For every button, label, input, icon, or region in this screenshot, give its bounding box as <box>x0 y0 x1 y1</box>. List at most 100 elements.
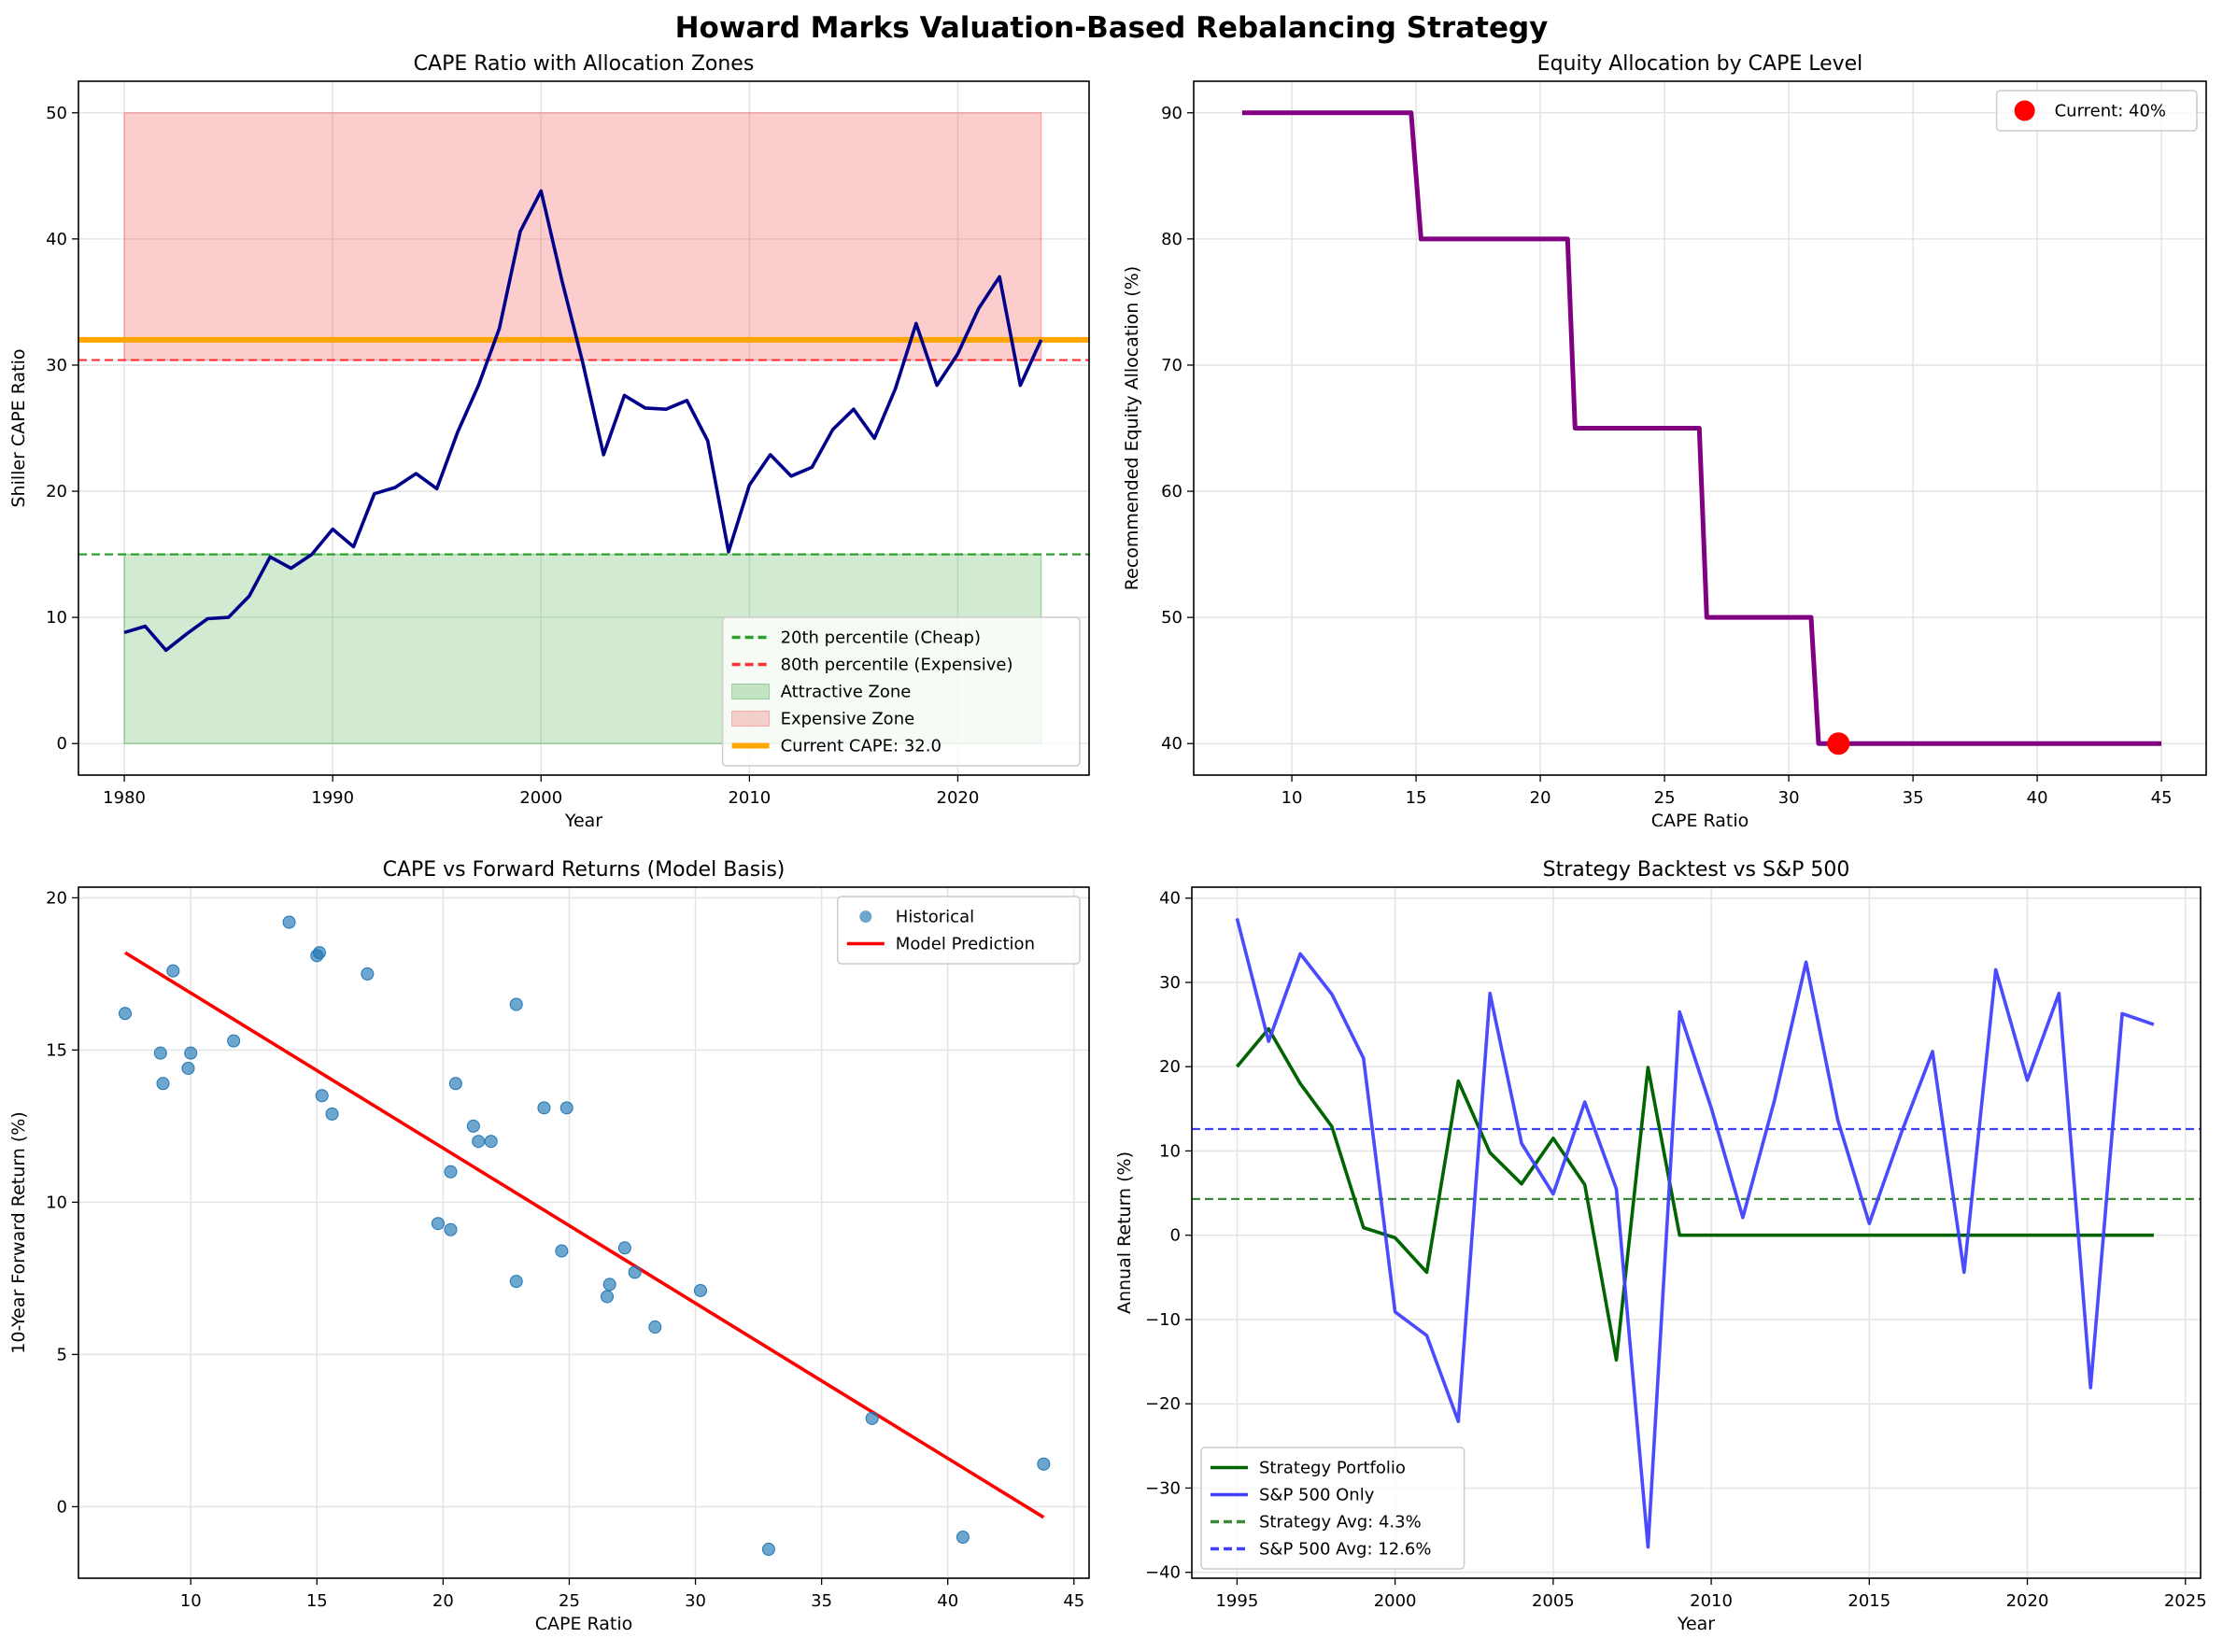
y-tick-label: 60 <box>1161 482 1182 501</box>
subplot-title: Equity Allocation by CAPE Level <box>1537 52 1863 76</box>
legend-label: Current: 40% <box>2055 102 2166 121</box>
x-tick-label: 2015 <box>1848 1591 1890 1611</box>
x-tick-label: 2000 <box>519 788 562 808</box>
scatter-point <box>484 1135 498 1149</box>
x-tick-label: 15 <box>1406 788 1427 808</box>
y-tick-label: 5 <box>57 1345 67 1364</box>
x-tick-label: 2000 <box>1374 1591 1417 1611</box>
x-tick-label: 15 <box>306 1591 328 1611</box>
legend-label: 80th percentile (Expensive) <box>781 656 1013 675</box>
scatter-point <box>444 1165 458 1179</box>
scatter-point <box>227 1034 241 1048</box>
x-axis-label: Year <box>564 811 602 831</box>
grid <box>78 887 1089 1578</box>
y-tick-label: −40 <box>1145 1563 1181 1583</box>
x-axis-label: CAPE Ratio <box>1651 811 1749 831</box>
scatter-point <box>184 1046 198 1060</box>
legend-label: Historical <box>896 908 974 927</box>
scatter-point <box>628 1265 642 1279</box>
scatter-point <box>472 1135 486 1149</box>
scatter-point <box>153 1046 167 1060</box>
legend-label: S&P 500 Avg: 12.6% <box>1259 1540 1431 1560</box>
legend-label: Strategy Avg: 4.3% <box>1259 1513 1422 1532</box>
y-tick-label: 40 <box>1159 889 1181 909</box>
legend: Current: 40% <box>1995 90 2198 132</box>
series-line-1 <box>1236 1026 2154 1363</box>
x-tick-label: 35 <box>1903 788 1924 808</box>
y-tick-label: 30 <box>1159 973 1181 993</box>
x-tick-label: 25 <box>1654 788 1676 808</box>
subplot-title: CAPE vs Forward Returns (Model Basis) <box>383 858 786 882</box>
y-tick-label: 30 <box>46 356 67 375</box>
y-axis-label: Shiller CAPE Ratio <box>8 348 29 507</box>
scatter-point <box>865 1411 879 1425</box>
scatter-point <box>181 1061 195 1075</box>
x-tick-label: 10 <box>1281 788 1303 808</box>
scatter-point <box>509 997 523 1011</box>
scatter-point <box>466 1119 480 1133</box>
figure-title: Howard Marks Valuation-Based Rebalancing… <box>675 11 1549 45</box>
legend-swatch-patch <box>731 711 771 727</box>
axes-frame <box>78 80 1090 776</box>
legend-item: Strategy Avg: 4.3% <box>1211 1513 1422 1532</box>
x-tick-label: 1990 <box>311 788 354 808</box>
legend-swatch-patch <box>731 684 771 699</box>
legend-label: Strategy Portfolio <box>1259 1459 1406 1478</box>
scatter-point <box>602 1278 616 1292</box>
legend-item: Model Prediction <box>846 935 1035 954</box>
legend-label: S&P 500 Only <box>1259 1486 1375 1505</box>
legend-item: Expensive Zone <box>731 710 914 729</box>
series-line-1 <box>123 189 1043 653</box>
legend-box <box>721 616 1081 767</box>
subplot-1: 1980 1990 2000 2010 2020 0 10 20 30 40 50 CAPE Rati… <box>8 52 1090 831</box>
y-tick-label: 10 <box>46 608 67 628</box>
x-tick-label: 2020 <box>937 788 980 808</box>
zone-fill-2 <box>123 112 1042 361</box>
scatter-point <box>166 964 180 978</box>
series-line-2 <box>1235 917 2155 1549</box>
scatter-point <box>617 1241 631 1255</box>
x-tick-label: 35 <box>811 1591 832 1611</box>
legend-item: S&P 500 Only <box>1211 1486 1375 1505</box>
legend-box <box>837 896 1081 965</box>
legend-label: 20th percentile (Cheap) <box>781 628 981 648</box>
x-tick-label: 30 <box>1778 788 1800 808</box>
legend: Strategy Portfolio S&P 500 Only Strategy A… <box>1200 1447 1465 1570</box>
x-tick-label: 40 <box>2027 788 2048 808</box>
x-tick-label: 25 <box>559 1591 580 1611</box>
y-tick-label: −30 <box>1145 1478 1181 1498</box>
scatter-point <box>693 1283 707 1297</box>
legend-item: Historical <box>859 908 974 927</box>
scatter-point <box>509 1275 523 1289</box>
scatter-point <box>444 1222 458 1236</box>
scatter-point <box>555 1244 569 1258</box>
x-tick-label: 30 <box>685 1591 706 1611</box>
legend-item: Current: 40% <box>2014 100 2166 121</box>
scatter-point <box>559 1101 573 1115</box>
axes-frame <box>1193 80 2207 776</box>
x-tick-label: 45 <box>1063 1591 1084 1611</box>
x-tick-label: 2010 <box>728 788 771 808</box>
legend-item: Current CAPE: 32.0 <box>731 737 942 756</box>
y-tick-label: 0 <box>1170 1226 1181 1246</box>
y-tick-label: 10 <box>1159 1141 1181 1161</box>
axes-frame <box>1191 886 2202 1579</box>
scatter-point <box>648 1320 662 1334</box>
scatter-point <box>325 1107 339 1121</box>
y-tick-label: 90 <box>1161 104 1182 123</box>
y-tick-label: 70 <box>1161 356 1182 375</box>
legend-swatch-marker <box>2014 100 2035 121</box>
grid <box>1192 887 2201 1578</box>
legend-item: Attractive Zone <box>731 683 911 702</box>
y-tick-label: 20 <box>46 482 67 501</box>
plot-area <box>1192 917 2201 1549</box>
legend-item: Strategy Portfolio <box>1211 1459 1406 1478</box>
legend-label: Current CAPE: 32.0 <box>781 737 942 756</box>
subplot-title: Strategy Backtest vs S&P 500 <box>1543 858 1850 882</box>
scatter-point <box>282 915 296 929</box>
y-tick-label: 40 <box>46 230 67 249</box>
x-tick-label: 2025 <box>2164 1591 2207 1611</box>
x-tick-label: 20 <box>1530 788 1551 808</box>
scatter-point <box>118 1007 132 1021</box>
legend-item: 80th percentile (Expensive) <box>731 656 1013 675</box>
